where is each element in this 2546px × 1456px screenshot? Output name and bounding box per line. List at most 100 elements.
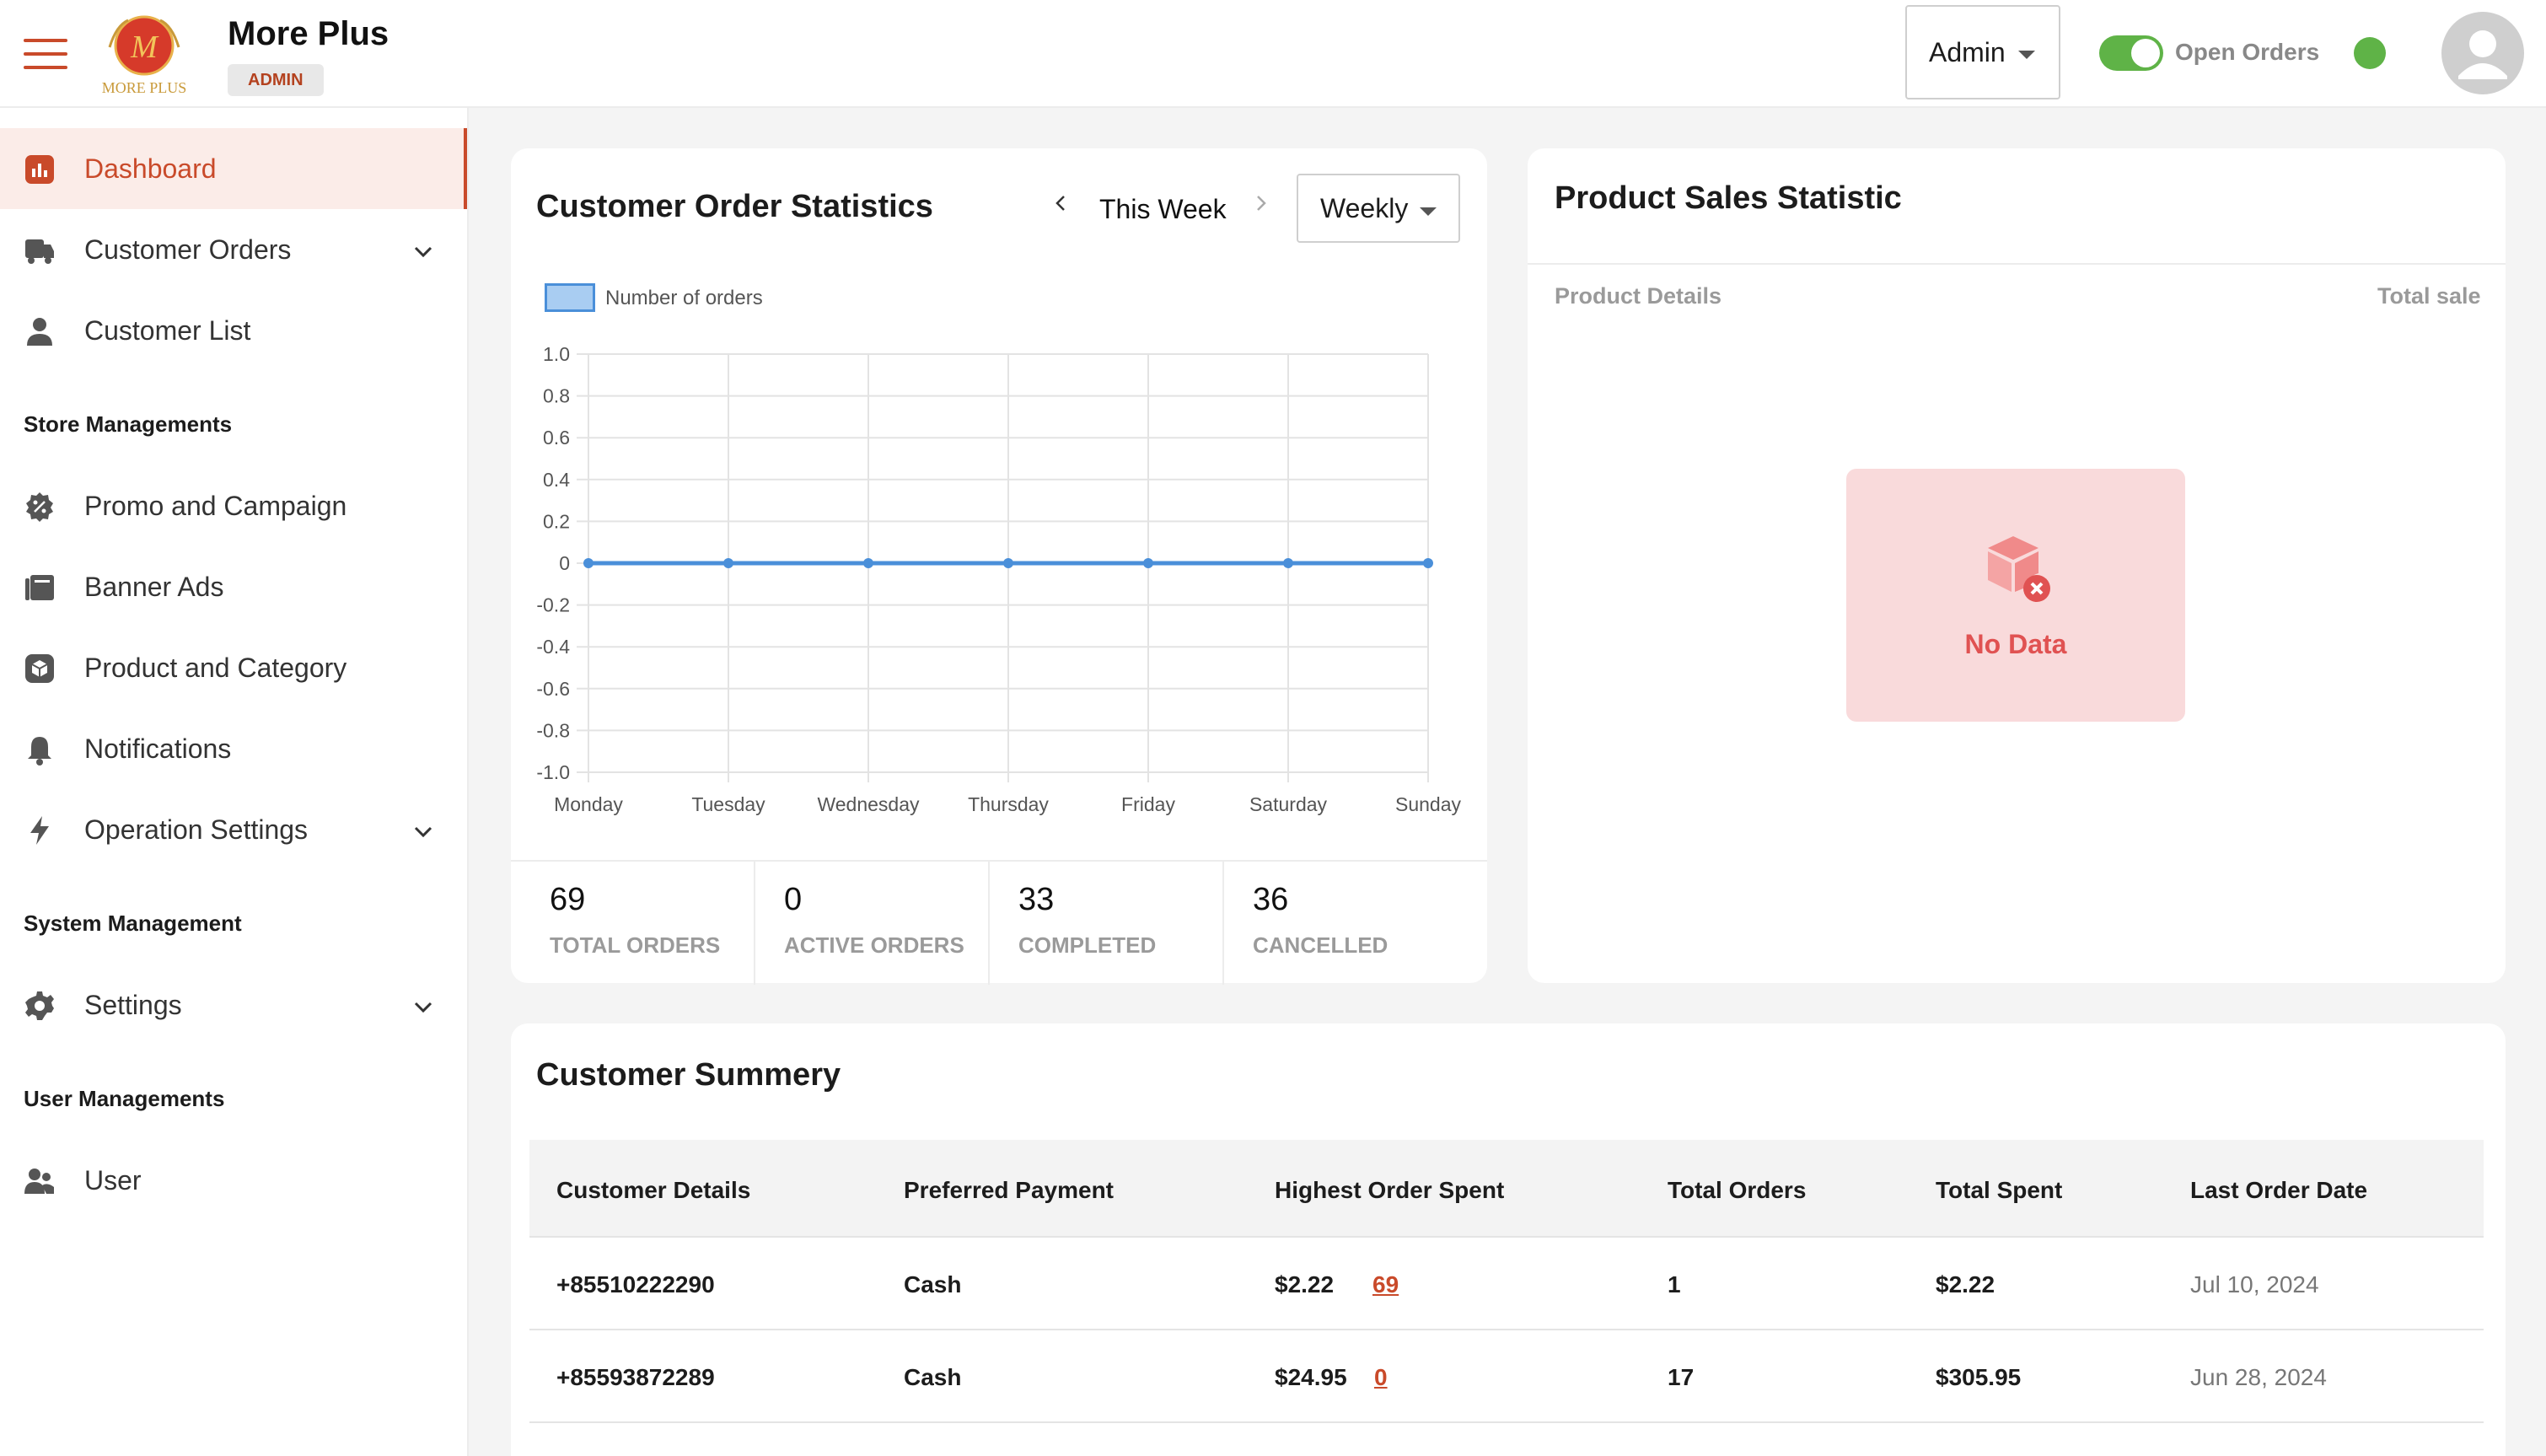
x-tick-label: Sunday [1395,793,1462,815]
menu-icon[interactable] [24,39,67,69]
stat-label: COMPLETED [1018,932,1157,958]
y-tick-label: 0 [559,552,570,574]
sidebar-item-settings[interactable]: Settings [0,964,467,1045]
sidebar-item-user[interactable]: User [0,1140,467,1221]
customer-summary-card [511,1023,2506,1456]
period-select-value: Weekly [1320,193,1409,223]
th-total-spent: Total Spent [1936,1177,2063,1203]
chevron-right-icon[interactable] [1249,192,1271,214]
banner-icon [25,575,54,600]
x-tick-label: Tuesday [691,793,765,815]
col-total-sale: Total sale [2377,283,2481,309]
sidebar: Dashboard Customer Orders Customer List … [0,108,469,1456]
y-tick-label: -0.8 [536,719,570,741]
legend-label: Number of orders [605,287,763,309]
data-point [1423,558,1433,568]
th-preferred-payment: Preferred Payment [904,1177,1115,1203]
sidebar-item-label: Product and Category [84,653,347,683]
table-row[interactable]: +85510222290 Cash $2.22 69 1 $2.22 Jul 1… [529,1238,2484,1330]
y-tick-label: 0.6 [543,427,570,449]
cell-orders: 17 [1668,1364,1695,1390]
y-tick-label: 1.0 [543,343,570,365]
sidebar-item-operation-settings[interactable]: Operation Settings [0,789,467,870]
stat-total-orders: 69 TOTAL ORDERS [511,862,755,985]
sidebar-item-label: Notifications [84,733,232,764]
sidebar-item-product-category[interactable]: Product and Category [0,627,467,708]
avatar[interactable] [2441,12,2524,94]
cell-highest-link[interactable]: 69 [1372,1271,1399,1298]
x-tick-label: Friday [1121,793,1175,815]
sidebar-item-label: Settings [84,990,182,1020]
y-tick-label: 0.8 [543,385,570,407]
orders-line-chart: 1.0 0.8 0.6 0.4 0.2 0 -0.2 -0.4 -0.6 -0.8 -1.0 Mond… [536,343,1462,815]
box-icon [25,654,54,683]
table-row[interactable]: +85593872289 Cash $24.95 0 17 $305.95 Ju… [529,1330,2484,1423]
cell-last-date: Jul 10, 2024 [2190,1271,2319,1298]
cell-highest: $24.95 [1275,1364,1347,1390]
section-title-store: Store Managements [24,411,233,437]
chevron-down-icon [414,1002,432,1013]
sidebar-item-label: Dashboard [84,153,217,184]
x-tick-label: Thursday [968,793,1049,815]
sidebar-item-label: User [84,1165,142,1195]
th-highest-order-spent: Highest Order Spent [1275,1177,1505,1203]
cell-last-date: Jun 28, 2024 [2190,1364,2327,1390]
table-header: Customer Details Preferred Payment Highe… [529,1140,2484,1238]
order-stats-summary: 69 TOTAL ORDERS 0 ACTIVE ORDERS 33 COMPL… [511,860,1487,985]
y-tick-label: 0.4 [543,469,570,491]
data-point [1003,558,1013,568]
logo-text: MORE PLUS [102,79,187,96]
sidebar-item-label: Customer Orders [84,234,292,265]
bolt-icon [30,816,49,845]
customer-summary-title: Customer Summery [536,1057,841,1093]
data-point [863,558,873,568]
data-point [723,558,733,568]
cell-spent: $305.95 [1936,1364,2022,1390]
x-tick-label: Monday [554,793,623,815]
sidebar-item-promo[interactable]: Promo and Campaign [0,465,467,546]
sidebar-item-dashboard[interactable]: Dashboard [0,128,467,209]
svg-text:M: M [130,30,159,65]
legend-swatch[interactable] [545,283,595,312]
divider [1528,263,2506,265]
x-tick-label: Saturday [1249,793,1328,815]
open-orders-label: Open Orders [2175,39,2320,65]
cell-orders: 1 [1668,1271,1681,1298]
period-select[interactable]: Weekly [1297,174,1460,243]
user-select[interactable]: Admin [1905,5,2060,99]
stat-label: TOTAL ORDERS [550,932,721,958]
cell-highest-link[interactable]: 0 [1374,1364,1388,1390]
caret-down-icon [2018,51,2035,59]
data-point [1143,558,1153,568]
role-badge: ADMIN [228,64,324,96]
user-select-value: Admin [1929,37,2006,67]
open-orders-toggle[interactable] [2099,35,2163,71]
empty-state-text: No Data [1964,629,2067,659]
stat-value: 0 [784,882,803,917]
empty-state: No Data [1846,469,2185,722]
section-title-user: User Managements [24,1086,225,1111]
y-tick-label: -0.6 [536,678,570,700]
week-label: This Week [1099,194,1227,224]
cell-payment: Cash [904,1271,962,1298]
app-logo[interactable]: M MORE PLUS [91,8,197,96]
stat-cancelled: 36 CANCELLED [1224,862,1487,985]
bell-icon [28,737,51,766]
sidebar-item-banner-ads[interactable]: Banner Ads [0,546,467,627]
sidebar-item-notifications[interactable]: Notifications [0,708,467,789]
sidebar-item-customer-list[interactable]: Customer List [0,290,467,371]
sidebar-item-customer-orders[interactable]: Customer Orders [0,209,467,290]
th-last-order-date: Last Order Date [2190,1177,2368,1203]
x-tick-label: Wednesday [817,793,920,815]
stat-active-orders: 0 ACTIVE ORDERS [755,862,990,985]
stat-value: 33 [1018,882,1055,917]
stat-value: 69 [550,882,586,917]
top-header: M MORE PLUS More Plus ADMIN Admin Open O… [0,0,2546,108]
chevron-left-icon[interactable] [1050,192,1072,214]
users-icon [24,1169,54,1194]
order-stats-title: Customer Order Statistics [536,189,933,224]
stat-value: 36 [1253,882,1289,917]
chevron-down-icon [414,246,432,258]
cell-highest: $2.22 [1275,1271,1335,1298]
stat-label: ACTIVE ORDERS [784,932,964,958]
